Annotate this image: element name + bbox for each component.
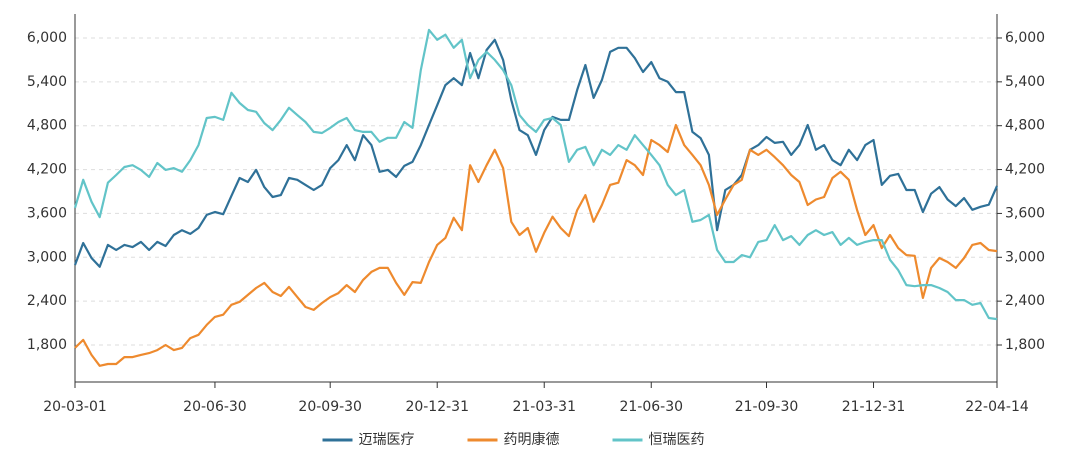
series-line [73, 38, 999, 268]
y-tick-label: 4,200 [27, 162, 67, 178]
legend-label: 迈瑞医疗 [359, 432, 415, 448]
x-tick-label: 20-12-31 [405, 399, 469, 415]
x-tick-label: 21-03-31 [512, 399, 576, 415]
y2-tick-label: 3,000 [1005, 249, 1045, 265]
y2-tick-label: 4,800 [1005, 118, 1045, 134]
y-tick-label: 6,000 [27, 30, 67, 46]
y2-tick-label: 2,400 [1005, 293, 1045, 309]
x-tick-label: 21-09-30 [735, 399, 799, 415]
y-tick-label: 3,000 [27, 249, 67, 265]
y-tick-label: 4,800 [27, 118, 67, 134]
y2-tick-label: 6,000 [1005, 30, 1045, 46]
legend-label: 药明康德 [504, 431, 560, 448]
series-line [73, 28, 998, 321]
x-tick-label: 20-03-01 [43, 399, 107, 415]
y-tick-label: 1,800 [27, 337, 67, 353]
x-tick-label: 21-12-31 [842, 399, 906, 415]
legend-label: 恒瑞医药 [649, 432, 705, 448]
y-tick-label: 3,600 [27, 205, 67, 221]
y2-tick-label: 5,400 [1005, 74, 1045, 90]
x-tick-label: 21-06-30 [619, 399, 683, 415]
y-tick-label: 2,400 [27, 293, 67, 309]
x-tick-label: 22-04-14 [965, 399, 1029, 415]
y2-tick-label: 1,800 [1005, 337, 1045, 353]
y2-tick-label: 3,600 [1005, 205, 1045, 221]
x-tick-label: 20-06-30 [183, 399, 247, 415]
y-tick-label: 5,400 [27, 74, 67, 90]
series-line [74, 123, 998, 367]
x-tick-label: 20-09-30 [298, 399, 362, 415]
y2-tick-label: 4,200 [1005, 162, 1045, 178]
